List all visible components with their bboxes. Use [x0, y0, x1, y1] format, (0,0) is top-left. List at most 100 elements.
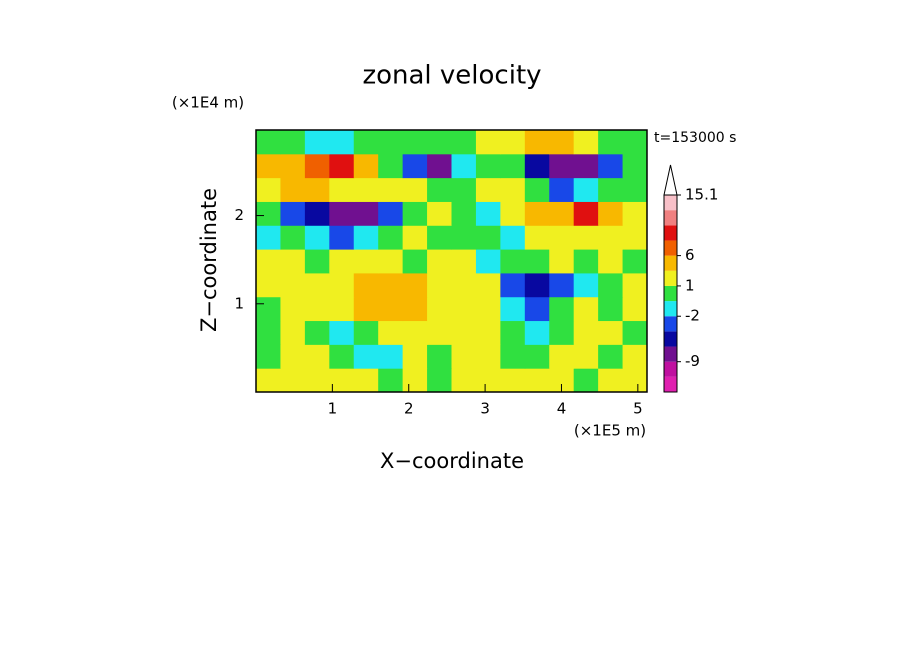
contour-cell [304, 368, 330, 393]
contour-cell [304, 201, 330, 226]
contour-cell [329, 153, 355, 179]
x-tick-label: 5 [633, 400, 643, 418]
contour-cell [500, 153, 526, 179]
colorbar-box [664, 240, 677, 256]
contour-cell [256, 249, 281, 274]
contour-cell [524, 320, 550, 345]
contour-cell [256, 225, 281, 250]
colorbar-box [664, 270, 677, 286]
contour-cell [353, 344, 379, 369]
contour-cell [402, 130, 428, 155]
contour-cell [329, 177, 355, 202]
contour-cell [549, 201, 575, 226]
contour-cell [427, 153, 452, 179]
contour-cell [402, 368, 428, 393]
contour-cell [304, 225, 330, 250]
contour-cell [524, 201, 550, 226]
contour-cell [304, 130, 330, 155]
contour-cell [451, 153, 477, 179]
contour-cell [353, 249, 379, 274]
contour-cell [427, 344, 452, 369]
x-tick-label: 4 [557, 400, 567, 418]
contour-cell [402, 296, 428, 322]
y-unit-label: (×1E4 m) [172, 94, 244, 112]
contour-cell [475, 201, 501, 226]
contour-cell [622, 296, 648, 322]
contour-cell [280, 368, 306, 393]
contour-cell [549, 249, 575, 274]
contour-cell [280, 344, 306, 369]
contour-cell [524, 344, 550, 369]
contour-cell [475, 368, 501, 393]
contour-cell [500, 249, 526, 274]
contour-cell [622, 153, 648, 179]
contour-cell [622, 225, 648, 250]
contour-cell [402, 225, 428, 250]
contour-cell [573, 368, 599, 393]
contour-cell [573, 249, 599, 274]
contour-cell [598, 225, 624, 250]
contour-cell [451, 130, 477, 155]
contour-cell [451, 368, 477, 393]
plot-frame [255, 129, 648, 393]
contour-cell [427, 201, 452, 226]
contour-cell [573, 201, 599, 226]
contour-cell [280, 320, 306, 345]
contour-field [256, 130, 648, 393]
colorbar-extension [663, 164, 678, 196]
contour-cell [549, 320, 575, 345]
contour-cell [378, 225, 404, 250]
colorbar-box [664, 361, 677, 377]
contour-cell [500, 130, 526, 155]
contour-cell [402, 201, 428, 226]
contour-cell [353, 177, 379, 202]
contour-cell [378, 368, 404, 393]
contour-cell [500, 201, 526, 226]
y-axis-label: Z−coordinate [197, 188, 221, 332]
contour-cell [402, 320, 428, 345]
colorbar-box [664, 195, 677, 211]
contour-cell [573, 153, 599, 179]
contour-cell [304, 153, 330, 179]
contour-cell [549, 344, 575, 369]
contour-cell [353, 225, 379, 250]
contour-cell [573, 225, 599, 250]
contour-cell [304, 272, 330, 298]
contour-cell [573, 130, 599, 155]
contour-cell [549, 272, 575, 298]
contour-cell [378, 201, 404, 226]
contour-cell [622, 130, 648, 155]
contour-cell [598, 177, 624, 202]
contour-cell [598, 344, 624, 369]
contour-cell [402, 153, 428, 179]
contour-cell [427, 368, 452, 393]
contour-cell [475, 177, 501, 202]
contour-cell [280, 153, 306, 179]
contour-cell [524, 177, 550, 202]
contour-cell [329, 272, 355, 298]
contour-cell [304, 177, 330, 202]
contour-cell [402, 249, 428, 274]
contour-cell [598, 249, 624, 274]
contour-cell [475, 272, 501, 298]
x-unit-label: (×1E5 m) [574, 422, 646, 440]
contour-cell [475, 344, 501, 369]
contour-cell [402, 177, 428, 202]
contour-cell [427, 320, 452, 345]
contour-cell [549, 130, 575, 155]
contour-cell [329, 249, 355, 274]
contour-cell [280, 130, 306, 155]
contour-cell [475, 153, 501, 179]
contour-cell [329, 320, 355, 345]
chart-title: zonal velocity [362, 61, 541, 91]
contour-cell [500, 272, 526, 298]
contour-cell [451, 177, 477, 202]
contour-cell [524, 368, 550, 393]
x-axis-label: X−coordinate [380, 449, 524, 473]
contour-cell [598, 130, 624, 155]
y-tick-label: 2 [234, 206, 244, 224]
contour-cell [500, 368, 526, 393]
contour-cell [256, 153, 281, 179]
contour-cell [256, 368, 281, 393]
